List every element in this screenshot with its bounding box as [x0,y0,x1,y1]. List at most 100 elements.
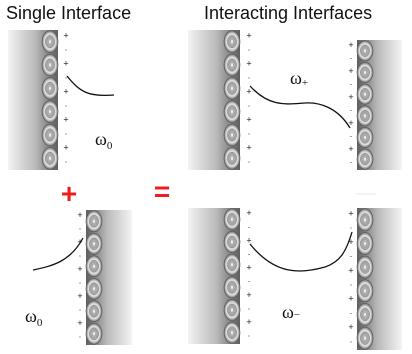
membrane-cell [223,208,241,231]
single-interface-panel: + · + · + · + · + · [8,30,69,170]
membrane-cell [356,232,374,255]
membrane-cell-core [47,132,53,138]
membrane-cell-ring [360,284,370,298]
membrane-cell [356,127,374,148]
positive-charge: + [246,290,251,300]
membrane-cell [356,148,374,170]
membrane-cell [356,208,374,232]
membrane-cell-ring [89,282,99,295]
membrane-cell-ring [360,213,370,227]
negative-charge: · [350,336,353,346]
positive-charge: + [348,118,353,128]
membrane-cell-ring [227,258,237,271]
membrane-cell [41,100,59,123]
membrane-cell-ring [360,66,370,79]
negative-charge: · [248,156,251,166]
membrane-cell-ring [45,35,55,48]
positive-charge: + [348,40,353,50]
positive-charge: + [348,322,353,332]
membrane-cell-core [362,288,368,294]
membrane-cell-ring [89,215,99,228]
omega-zero-label-bottom: ω0 [25,306,43,329]
positive-charge: + [63,142,68,152]
single-interface-mirrored-panel: +·+·+·+·+· [77,210,132,345]
membrane-cell-ring [360,237,370,250]
positive-charge: + [63,30,68,40]
positive-charge: + [348,209,353,219]
positive-charge: + [77,291,82,301]
membrane-cell [85,232,103,255]
membrane-cell-ring [89,260,99,273]
wall-left [188,30,240,170]
membrane-cell-core [91,308,97,314]
membrane-cell-ring [89,305,99,318]
negative-charge: · [79,305,82,315]
membrane-cell-ring [227,58,237,72]
membrane-cell-ring [360,331,370,345]
membrane-cell-ring [360,308,370,321]
membrane-cell-core [362,217,368,223]
wall-left [8,30,58,170]
membrane-cell-core [91,218,97,224]
membrane-cell-core [362,264,368,270]
positive-charge: + [246,58,251,68]
wall-right [86,210,132,345]
membrane-cell [356,83,374,105]
negative-charge: · [248,100,251,110]
membrane-cell-ring [360,44,370,57]
positive-charge: + [246,142,251,152]
negative-charge: · [248,303,251,313]
membrane-cell-core [362,335,368,341]
membrane-cell [356,326,374,350]
membrane-cell [223,253,241,276]
membrane-cell-core [91,241,97,247]
single-interface-title: Single Interface [6,3,132,23]
interacting-antisymmetric-panel: + · + · + · + · + · + · + · + · + · + · [188,208,402,350]
interacting-interfaces-title: Interacting Interfaces [204,3,373,23]
negative-charge: · [350,131,353,141]
negative-charge: · [79,332,82,342]
negative-charge: · [248,72,251,82]
membrane-cell-core [362,70,368,75]
negative-charge: · [350,157,353,167]
membrane-cell-ring [360,131,370,144]
membrane-cell-core [229,155,235,161]
potential-curve-single-mirrored [32,237,84,271]
potential-curve-single [66,75,115,97]
negative-charge: · [65,100,68,110]
membrane-cell [223,276,241,299]
membrane-cell [356,105,374,127]
negative-charge: · [79,278,82,288]
membrane-cell-ring [45,82,55,95]
potential-curve-symmetric [249,85,351,129]
positive-charge: + [77,210,82,220]
negative-charge: · [65,72,68,82]
positive-charge: + [348,92,353,102]
negative-charge: · [350,280,353,290]
membrane-cell-core [229,109,235,115]
membrane-cell-ring [227,213,237,226]
membrane-cell-core [47,62,53,68]
positive-charge: + [246,30,251,40]
positive-charge: + [63,114,68,124]
positive-charge: + [246,263,251,273]
positive-charge: + [348,144,353,154]
membrane-cell-core [362,156,368,162]
membrane-cell [356,279,374,303]
membrane-cell [223,53,241,77]
negative-charge: · [248,331,251,341]
positive-charge: + [348,237,353,247]
membrane-cell-core [229,39,235,45]
membrane-cell-core [47,39,53,45]
membrane-cell-core [362,311,368,318]
omega-minus-label: ω− [282,302,300,322]
membrane-cell-ring [89,237,99,250]
membrane-cell [223,123,241,147]
negative-charge: · [248,44,251,54]
membrane-cell-core [229,307,235,313]
membrane-cell-core [229,132,235,138]
membrane-cell-ring [227,82,237,95]
membrane-cell [85,210,103,233]
membrane-cell-core [91,286,97,292]
membrane-cell-ring [360,153,370,166]
